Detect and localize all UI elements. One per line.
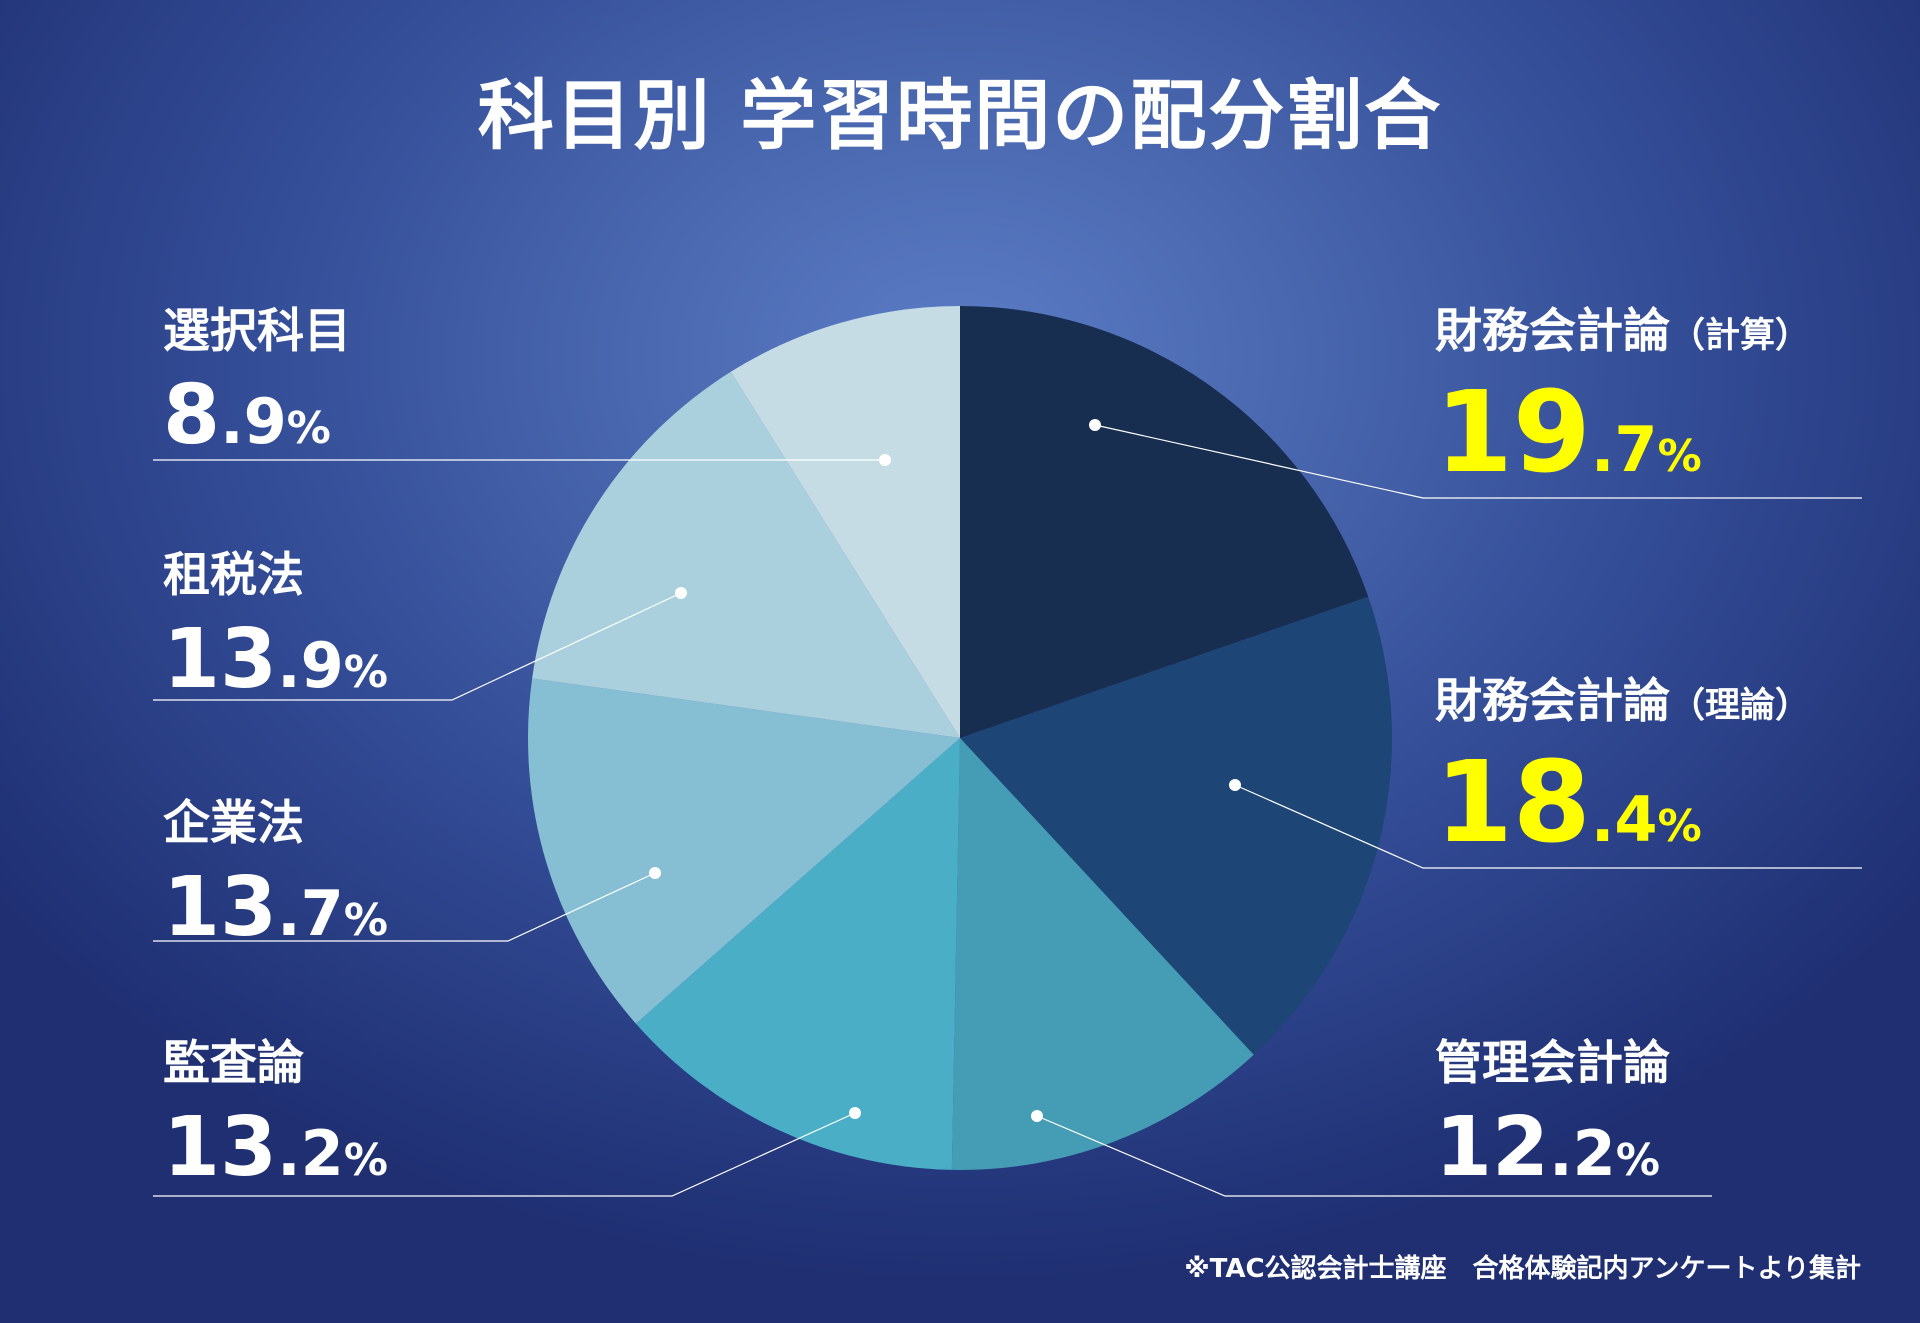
leader-dot-3 [1031, 1110, 1043, 1122]
slice-value: 13.2% [163, 1107, 388, 1189]
slice-name-main: 租税法 [163, 548, 304, 603]
leader-dot-1 [1089, 419, 1101, 431]
slice-value-dec: .9 [220, 385, 287, 458]
slice-name-main: 企業法 [163, 796, 304, 851]
slice-value: 12.2% [1435, 1107, 1670, 1189]
leader-line-6 [153, 592, 682, 701]
slice-value-dec: .9 [277, 629, 344, 702]
slice-value: 19.7% [1435, 377, 1810, 489]
slice-label-2: 財務会計論（理論） 18.4% [1435, 678, 1810, 859]
slice-name: 選択科目 [163, 308, 351, 355]
pie-slices [527, 306, 1393, 1170]
slice-name: 財務会計論（計算） [1435, 308, 1810, 355]
chart-title: 科目別 学習時間の配分割合 [477, 71, 1443, 160]
slice-value-unit: % [1657, 801, 1702, 852]
pie-slice-7 [730, 306, 960, 738]
slice-name: 財務会計論（理論） [1435, 678, 1810, 725]
pie-slice-5 [527, 678, 960, 1024]
leader-dot-4 [849, 1107, 861, 1119]
slice-value-unit: % [1657, 431, 1702, 482]
slice-name-sub: （計算） [1670, 316, 1811, 356]
slice-value-int: 8 [163, 368, 221, 463]
slice-value-unit: % [343, 1135, 388, 1186]
slice-value: 13.9% [163, 619, 388, 701]
slice-value-int: 13 [163, 1100, 278, 1195]
slice-name-main: 管理会計論 [1435, 1036, 1670, 1091]
slice-value-dec: .7 [1590, 413, 1658, 486]
slice-name-main: 監査論 [163, 1036, 304, 1091]
slice-label-4: 監査論 13.2% [163, 1040, 388, 1189]
slice-name: 管理会計論 [1435, 1040, 1670, 1087]
slice-label-3: 管理会計論 12.2% [1435, 1040, 1670, 1189]
leader-line-4 [153, 1112, 856, 1197]
slice-value-unit: % [1615, 1135, 1660, 1186]
slice-name: 監査論 [163, 1040, 388, 1087]
slice-value-dec: .2 [1549, 1117, 1616, 1190]
slice-name-main: 財務会計論 [1435, 304, 1670, 359]
slice-label-7: 選択科目 8.9% [163, 308, 351, 457]
slice-name-main: 選択科目 [163, 304, 351, 359]
slice-name-sub: （理論） [1670, 686, 1811, 726]
leader-line-1 [1094, 424, 1862, 499]
footnote: ※TAC公認会計士講座 合格体験記内アンケートより集計 [1184, 1254, 1861, 1284]
pie-slice-2 [960, 596, 1393, 1055]
slice-value-dec: .7 [277, 877, 344, 950]
slice-value-int: 19 [1435, 368, 1591, 498]
leader-dot-2 [1229, 779, 1241, 791]
slice-value: 8.9% [163, 375, 351, 457]
leader-dot-7 [879, 454, 891, 466]
slice-name-main: 財務会計論 [1435, 674, 1670, 729]
slice-value-dec: .2 [277, 1117, 344, 1190]
slice-value-unit: % [343, 895, 388, 946]
slice-value-int: 13 [163, 612, 278, 707]
leader-line-5 [153, 872, 656, 942]
pie-slice-3 [951, 738, 1254, 1170]
slice-value: 18.4% [1435, 747, 1810, 859]
slice-value-dec: .4 [1590, 783, 1658, 856]
slice-label-5: 企業法 13.7% [163, 800, 388, 949]
slice-value-int: 12 [1435, 1100, 1550, 1195]
leader-lines [153, 419, 1862, 1197]
slice-value-int: 13 [163, 860, 278, 955]
slice-value-unit: % [286, 403, 331, 454]
leader-dot-5 [649, 867, 661, 879]
leader-dot-6 [675, 587, 687, 599]
pie-slice-4 [635, 738, 960, 1170]
slice-name: 租税法 [163, 552, 388, 599]
slice-name: 企業法 [163, 800, 388, 847]
leader-line-2 [1234, 784, 1862, 869]
slice-value-int: 18 [1435, 738, 1591, 868]
slice-value: 13.7% [163, 867, 388, 949]
slice-label-6: 租税法 13.9% [163, 552, 388, 701]
pie-slice-6 [532, 371, 960, 738]
leader-line-3 [1036, 1115, 1712, 1197]
slice-label-1: 財務会計論（計算） 19.7% [1435, 308, 1810, 489]
slice-value-unit: % [343, 647, 388, 698]
pie-slice-1 [960, 306, 1369, 738]
